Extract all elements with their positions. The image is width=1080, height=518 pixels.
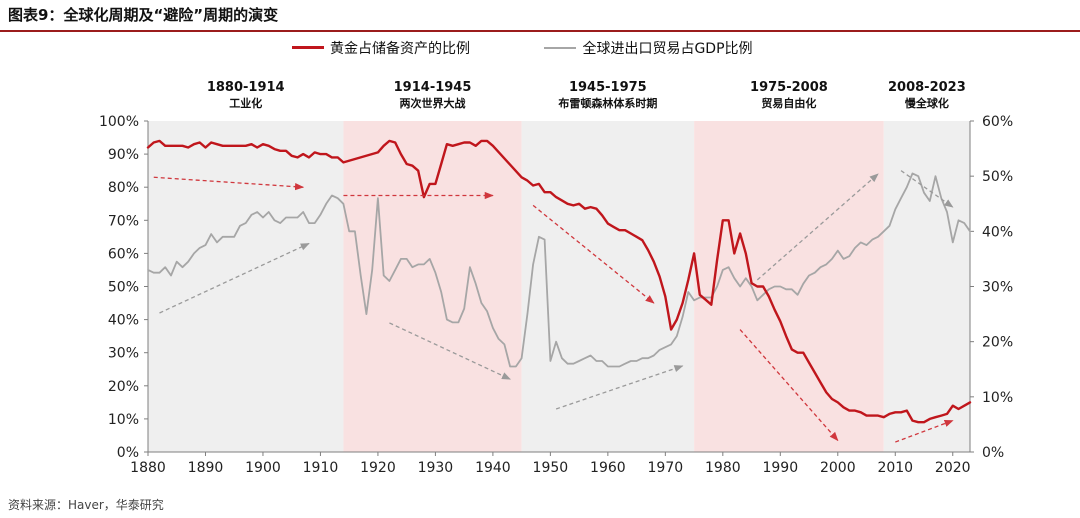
period-years-label-2: 1914-1945 [394,80,472,95]
y-left-tick-label: 60% [108,246,139,262]
y-right-tick-label: 30% [982,280,1013,296]
period-name-label-5: 慢全球化 [905,96,949,110]
x-tick-label: 1930 [418,460,454,476]
period-name-label-2: 两次世界大战 [400,96,466,110]
period-band-3 [521,121,695,452]
y-left-tick-label: 10% [108,412,139,428]
period-years-label-5: 2008-2023 [888,80,966,95]
figure-title-text: 全球化周期及“避险”周期的演变 [63,6,279,24]
trend-arrow-grey-8 [555,365,684,410]
y-left-tick-label: 90% [108,147,139,163]
x-tick-label: 1980 [705,460,741,476]
series-line-gold-reserve-share [146,139,972,424]
y-right-tick-label: 60% [982,114,1013,130]
y-right-tick-label: 0% [982,445,1004,461]
series-line-trade-gdp-share [147,172,971,368]
period-band-1 [148,121,344,452]
y-right-tick-label: 10% [982,390,1013,406]
period-band-5 [883,121,970,452]
x-tick-label: 1880 [130,460,166,476]
y-left-tick-label: 30% [108,346,139,362]
period-years-label-3: 1945-1975 [569,80,647,95]
legend-label-gold: 黄金占储备资产的比例 [330,40,470,57]
legend-swatch-gold [292,46,324,49]
period-name-label-3: 布雷顿森林体系时期 [558,96,657,110]
chart-legend: 黄金占储备资产的比例 全球进出口贸易占GDP比例 [292,37,823,58]
y-left-tick-label: 80% [108,180,139,196]
period-years-label-4: 1975-2008 [750,80,828,95]
trend-arrow-grey-10 [900,170,954,208]
trend-arrows-layer [153,170,954,443]
y-left-tick-label: 20% [108,379,139,395]
y-right-tick-label: 50% [982,169,1013,185]
x-tick-label: 1900 [245,460,281,476]
trend-arrow-red-3 [532,204,655,304]
y-left-tick-label: 40% [108,313,139,329]
x-tick-label: 1950 [533,460,569,476]
figure-label: 图表9： [8,6,64,24]
x-tick-label: 1890 [188,460,224,476]
y-right-tick-label: 20% [982,335,1013,351]
axes-layer: 0% 10% 20% 30% 40% 50% 60% 70% 80% 90% 100% 0% 10% 20… [99,114,1013,476]
y-left-tick-label: 50% [108,280,139,296]
period-band-4 [694,121,884,452]
title-rule [0,30,1080,32]
figure-title: 图表9：全球化周期及“避险”周期的演变 [8,4,278,25]
legend-swatch-trade [544,47,577,49]
x-tick-label: 2000 [820,460,856,476]
period-name-label-1: 工业化 [229,96,262,110]
x-tick-label: 1960 [590,460,626,476]
period-band-2 [343,121,522,452]
x-tick-label: 1910 [303,460,339,476]
x-tick-label: 2010 [877,460,913,476]
period-name-label-4: 贸易自由化 [761,96,816,110]
period-years-label-1: 1880-1914 [207,80,285,95]
x-tick-label: 2020 [935,460,971,476]
trend-arrow-grey-9 [756,173,879,281]
x-tick-label: 1920 [360,460,396,476]
trend-arrow-red-1 [153,176,305,191]
y-left-tick-label: 100% [99,114,139,130]
x-tick-label: 1990 [762,460,798,476]
trend-arrow-red-5 [895,419,954,443]
period-shading-layer [148,121,970,452]
y-right-tick-label: 40% [982,224,1013,240]
y-left-tick-label: 0% [117,445,139,461]
legend-label-trade: 全球进出口贸易占GDP比例 [582,41,753,57]
x-tick-label: 1970 [648,460,684,476]
source-note: 资料来源：Haver，华泰研究 [8,498,164,512]
trend-arrow-red-4 [739,329,839,442]
x-tick-label: 1940 [475,460,511,476]
series-layer [146,139,972,424]
legend-item-gold: 黄金占储备资产的比例 [292,38,470,58]
trend-arrow-grey-7 [389,322,511,380]
legend-item-trade: 全球进出口贸易占GDP比例 [544,38,753,58]
y-left-tick-label: 70% [108,213,139,229]
